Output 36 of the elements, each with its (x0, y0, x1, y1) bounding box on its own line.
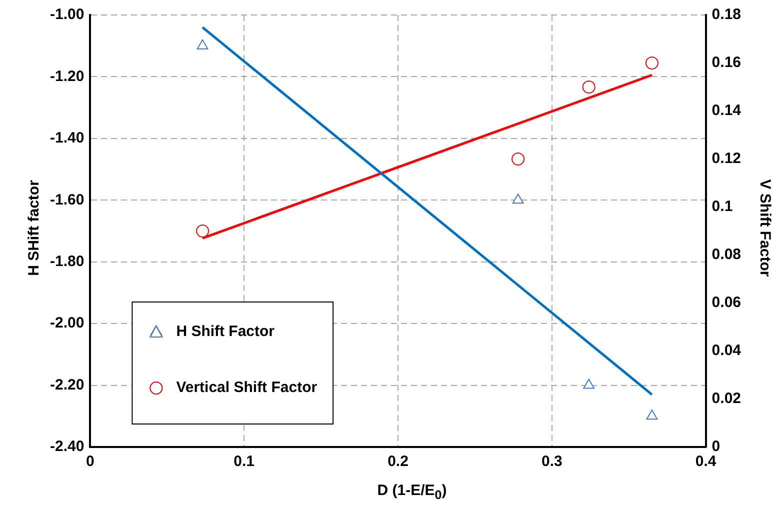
legend-label: H Shift Factor (176, 323, 275, 340)
point (196, 224, 210, 238)
point (512, 194, 524, 204)
y-tick-label: -2.00 (50, 314, 84, 332)
point (196, 39, 208, 50)
y-tick-label: -1.20 (50, 68, 84, 85)
point (583, 378, 595, 389)
y-axis-title: H SHift factor (26, 180, 42, 276)
point (512, 152, 525, 166)
y-tick-label: -1.80 (50, 253, 84, 270)
y2-tick-label: 0.12 (712, 150, 742, 168)
x-tick-label: 0 (86, 453, 94, 470)
y2-axis-title: V Shift Factor (756, 179, 774, 277)
point (646, 410, 658, 420)
y2-tick-label: 0.02 (712, 390, 742, 408)
point (582, 80, 596, 94)
point (645, 56, 658, 70)
y2-tick-label: 0 (712, 438, 720, 456)
y2-tick-label: 0.14 (712, 102, 742, 120)
y2-tick-label: 0.18 (712, 6, 742, 24)
y2-tick-label: 0.06 (712, 294, 742, 312)
y2-tick-label: 0.04 (712, 342, 742, 360)
x-axis-title: D (1-E/E$_{0}$) (377, 482, 447, 502)
x-tick-label: 0.2 (388, 453, 408, 470)
legend-label: Vertical Shift Factor (176, 379, 318, 396)
y-tick-label: -1.00 (50, 6, 84, 24)
y-tick-label: -1.60 (50, 191, 84, 208)
y2-tick-label: 0.16 (712, 54, 742, 72)
x-tick-label: 0.1 (234, 453, 255, 470)
y2-tick-label: 0.08 (712, 246, 742, 264)
y-tick-label: -2.20 (50, 376, 84, 394)
x-tick-label: 0.4 (695, 453, 717, 470)
y-tick-label: -2.40 (50, 438, 84, 456)
y2-tick-label: 0.1 (712, 198, 733, 216)
y-tick-label: -1.40 (50, 130, 84, 147)
x-tick-label: 0.3 (541, 453, 562, 470)
